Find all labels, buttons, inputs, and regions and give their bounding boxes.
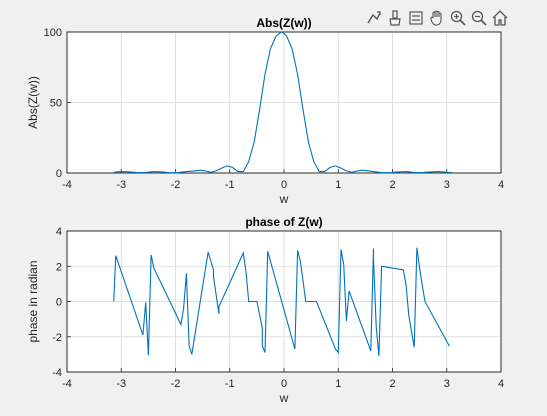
x-tick-label: -4 <box>62 378 72 390</box>
y-axis-label: Abs(Z(w)) <box>26 76 40 129</box>
y-axis-label: phase in radian <box>26 260 40 342</box>
x-axis-label: w <box>279 391 289 405</box>
brush-icon <box>389 10 401 26</box>
y-tick-label: 4 <box>56 226 62 238</box>
y-tick-label: -2 <box>52 332 62 344</box>
y-tick-label: 2 <box>56 261 62 273</box>
y-tick-label: 0 <box>56 168 62 180</box>
axes-toolbar <box>364 7 510 31</box>
x-tick-label: 1 <box>335 378 341 390</box>
x-tick-label: 3 <box>444 378 450 390</box>
insert-legend-icon <box>409 11 423 25</box>
zoom-in-tool[interactable] <box>448 7 468 29</box>
x-tick-label: 2 <box>389 179 395 191</box>
brush-tool[interactable] <box>385 7 405 29</box>
zoom-out-tool[interactable] <box>469 7 489 29</box>
x-tick-label: -1 <box>225 378 235 390</box>
x-tick-label: -3 <box>116 378 126 390</box>
axes-2: -4 -3 -2 -1 0 1 2 3 4 -4 -2 0 2 4 phase of Z(w) w phase … <box>26 215 504 405</box>
zoom-in-icon <box>450 10 466 26</box>
zoom-out-icon <box>471 10 487 26</box>
x-tick-label: 1 <box>335 179 341 191</box>
x-tick-label: -1 <box>225 179 235 191</box>
data-tips-tool[interactable] <box>364 7 384 29</box>
axes-frame <box>66 230 502 373</box>
axes-title: Abs(Z(w)) <box>256 16 311 30</box>
pan-hand-icon <box>430 10 442 26</box>
x-tick-label: -2 <box>171 179 181 191</box>
y-tick-label: -4 <box>52 367 62 379</box>
axes-1: -4 -3 -2 -1 0 1 2 3 4 0 50 100 Abs(Z(w)) w Abs(Z(w)) <box>26 16 504 206</box>
axes-title: phase of Z(w) <box>245 215 322 229</box>
x-tick-label: 2 <box>389 378 395 390</box>
insert-legend-tool[interactable] <box>406 7 426 29</box>
x-tick-label: 4 <box>498 179 504 191</box>
x-tick-label: -4 <box>62 179 72 191</box>
x-tick-label: 3 <box>444 179 450 191</box>
y-tick-label: 50 <box>50 98 62 110</box>
restore-view-tool[interactable] <box>490 7 510 29</box>
x-axis-label: w <box>279 192 289 206</box>
y-tick-label: 0 <box>56 297 62 309</box>
series-line <box>113 247 450 357</box>
pan-tool[interactable] <box>427 7 447 29</box>
x-tick-label: -2 <box>171 378 181 390</box>
x-tick-label: -3 <box>116 179 126 191</box>
home-icon <box>492 10 508 26</box>
y-tick-label: 100 <box>44 27 62 39</box>
x-tick-label: 4 <box>498 378 504 390</box>
axes-frame <box>66 31 502 174</box>
series-line <box>113 31 453 174</box>
x-tick-label: 0 <box>281 378 287 390</box>
data-tips-icon <box>367 11 381 24</box>
x-tick-label: 0 <box>281 179 287 191</box>
